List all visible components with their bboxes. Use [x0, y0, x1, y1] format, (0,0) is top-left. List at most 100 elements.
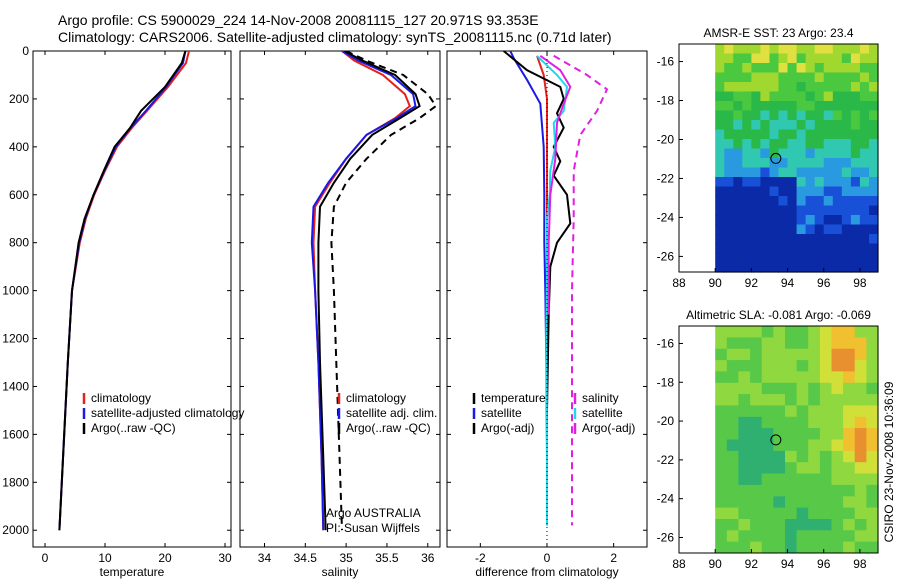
heatmap-cell [823, 196, 834, 207]
heatmap-cell [808, 382, 821, 395]
heatmap-cell [850, 253, 861, 264]
heatmap-cell [742, 44, 752, 55]
heatmap-cell [796, 139, 807, 150]
heatmap-cell [843, 348, 856, 361]
heatmap-cell [796, 186, 807, 197]
heatmap-cell [785, 416, 798, 429]
heatmap-cell [859, 158, 870, 169]
panel-salinity: 34 34.5 35 35.5 36 salinity [239, 50, 441, 579]
heatmap-cell [850, 167, 861, 178]
heatmap-cell [823, 253, 834, 264]
heatmap-cell [859, 44, 870, 55]
heatmap-cell [742, 129, 752, 140]
x-axis-label: temperature [100, 565, 165, 579]
panel-sst_map: 88 90 92 94 96 98 -16 -18 -20 -22 -24 -26 AMSR-E SST… [657, 26, 879, 290]
heatmap-cell [869, 167, 879, 178]
heatmap-cell [715, 416, 728, 429]
heatmap-cell [773, 337, 786, 350]
heatmap-cell [773, 348, 786, 361]
heatmap-cell [724, 101, 734, 112]
heatmap-cell [814, 72, 825, 83]
panel-sla_map: 88 90 92 94 96 98 -16 -18 -20 -22 -24 -26 Altimetric… [657, 308, 879, 571]
heatmap-cell [823, 205, 834, 216]
heatmap-cell [778, 82, 789, 93]
heatmap-cell [805, 148, 816, 159]
legend-temp-climatology-label: climatology [91, 391, 151, 405]
heatmap-cell [760, 243, 770, 254]
heatmap-cell [750, 371, 763, 384]
heatmap-cell [760, 262, 770, 273]
heatmap-cell [814, 262, 825, 273]
heatmap-cell [751, 186, 761, 197]
heatmap-cell [726, 405, 739, 418]
heatmap-cell [761, 462, 774, 475]
series-line-magenta [539, 54, 572, 315]
heatmap-cell [796, 205, 807, 216]
heatmap-cell [750, 428, 763, 440]
heatmap-cell [738, 371, 751, 384]
heatmap-cell [843, 428, 856, 440]
heatmap-cell [831, 348, 844, 361]
x-axis-label: difference from climatology [475, 565, 618, 579]
heatmap-cell [787, 243, 798, 254]
heatmap-cell [819, 326, 833, 338]
heatmap-cell [814, 120, 825, 131]
heatmap-cell [854, 337, 867, 350]
heatmap-cell [841, 205, 852, 216]
heatmap-cell [738, 394, 751, 406]
x-tick-label: 34.5 [294, 551, 318, 565]
heatmap-cell [724, 253, 734, 264]
heatmap-cell [823, 91, 834, 102]
heatmap-cell [750, 439, 763, 452]
heatmap-cell [832, 72, 843, 83]
heatmap-cell [750, 473, 763, 486]
heatmap-cell [750, 416, 763, 429]
heatmap-cell [831, 507, 844, 520]
heatmap-cell [750, 348, 763, 361]
heatmap-cell [832, 53, 843, 64]
heatmap-cell [796, 541, 809, 554]
y-tick-label: 200 [9, 92, 29, 106]
heatmap-cell [805, 101, 816, 112]
heatmap-cell [832, 129, 843, 140]
heatmap-cell [819, 360, 833, 372]
heatmap-cell [859, 243, 870, 254]
heatmap-cell [742, 82, 752, 93]
map-x-tick-label: 92 [745, 557, 759, 571]
heatmap-cell [841, 139, 852, 150]
heatmap-cell [832, 139, 843, 150]
heatmap-cell [761, 496, 774, 509]
heatmap-cell [832, 177, 843, 188]
heatmap-cell [808, 496, 821, 509]
heatmap-cell [819, 484, 833, 497]
heatmap-cell [843, 371, 856, 384]
heatmap-cell [751, 167, 761, 178]
heatmap-cell [869, 139, 879, 150]
heatmap-cell [751, 44, 761, 55]
heatmap-cell [738, 337, 751, 350]
heatmap-cell [724, 129, 734, 140]
heatmap-cell [841, 72, 852, 83]
heatmap-cell [869, 63, 879, 74]
heatmap-cell [726, 541, 739, 554]
heatmap-cell [796, 101, 807, 112]
heatmap-cell [733, 101, 743, 112]
heatmap-cell [778, 91, 789, 102]
x-tick-label: -2 [475, 551, 486, 565]
heatmap-cell [785, 484, 798, 497]
heatmap-cell [726, 473, 739, 486]
heatmap-cell [808, 484, 821, 497]
heatmap-cell [769, 253, 780, 264]
heatmap-cell [726, 371, 739, 384]
heatmap-cell [866, 484, 879, 497]
heatmap-cell [769, 167, 780, 178]
heatmap-cell [726, 462, 739, 475]
heatmap-cell [859, 72, 870, 83]
map-x-tick-label: 88 [672, 557, 686, 571]
heatmap-cell [841, 234, 852, 245]
heatmap-cell [738, 462, 751, 475]
heatmap-cell [854, 428, 867, 440]
heatmap-cell [796, 243, 807, 254]
heatmap-cell [866, 348, 879, 361]
heatmap-cell [854, 394, 867, 406]
